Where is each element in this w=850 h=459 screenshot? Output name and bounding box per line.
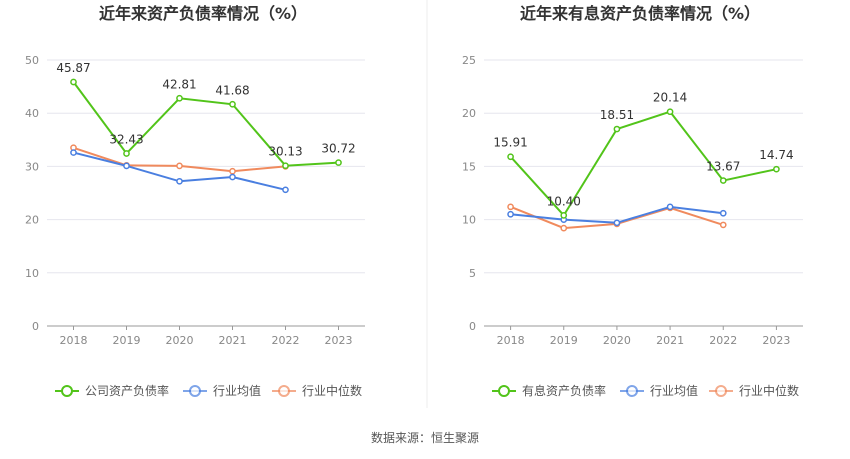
data-point: [719, 177, 727, 184]
x-tick-label: 2022: [709, 334, 737, 347]
data-label: 13.67: [706, 160, 740, 174]
data-point: [229, 173, 236, 181]
legend-label: 有息资产负债率: [522, 383, 606, 398]
x-tick-label: 2021: [656, 334, 684, 347]
data-label: 30.13: [268, 145, 302, 159]
data-label: 15.91: [493, 136, 527, 150]
x-tick-label: 2021: [219, 334, 247, 347]
y-tick-label: 20: [25, 214, 39, 227]
legend-label: 行业中位数: [739, 383, 799, 398]
data-label: 45.87: [56, 61, 90, 75]
y-tick-label: 10: [25, 267, 39, 280]
data-point: [176, 177, 183, 185]
chart-title: 近年来资产负债率情况（%）: [99, 4, 307, 23]
data-label: 14.74: [759, 148, 793, 162]
x-tick-label: 2019: [113, 334, 141, 347]
y-tick-label: 20: [462, 107, 476, 120]
x-tick-label: 2020: [603, 334, 631, 347]
data-point: [666, 108, 674, 116]
x-tick-label: 2022: [272, 334, 300, 347]
data-point: [507, 203, 514, 211]
data-point: [560, 211, 568, 219]
y-tick-label: 0: [469, 320, 476, 333]
data-label: 18.51: [600, 108, 634, 122]
data-point: [123, 162, 130, 170]
x-tick-label: 2018: [60, 334, 88, 347]
data-label: 20.14: [653, 91, 687, 105]
y-tick-label: 25: [462, 54, 476, 67]
y-tick-label: 30: [25, 160, 39, 173]
data-point: [335, 159, 342, 166]
data-point: [560, 224, 568, 232]
data-point: [613, 219, 621, 227]
data-label: 10.40: [547, 194, 581, 208]
chart-panel-interest-debt-ratio: 近年来有息资产负债率情况（%） 0 5 10 15 20 25 2018 2019 2020 202…: [462, 4, 803, 398]
data-point: [176, 162, 183, 170]
x-tick-label: 2018: [497, 334, 525, 347]
data-point: [282, 186, 289, 194]
data-label: 30.72: [321, 142, 355, 156]
data-point: [282, 162, 289, 170]
data-source-note: 数据来源：恒生聚源: [371, 430, 479, 445]
data-point: [613, 125, 621, 133]
x-tick-label: 2023: [325, 334, 353, 347]
data-label: 32.43: [109, 132, 143, 146]
data-point: [123, 150, 130, 157]
y-tick-label: 5: [469, 267, 476, 280]
legend-swatch-marker: [626, 385, 638, 397]
legend-label: 行业均值: [213, 383, 261, 398]
y-tick-label: 15: [462, 160, 476, 173]
data-point: [507, 210, 514, 218]
y-tick-label: 0: [32, 320, 39, 333]
legend-item[interactable]: 行业中位数: [272, 383, 362, 398]
data-label: 42.81: [162, 77, 196, 91]
series-line: [72, 81, 339, 167]
data-point: [507, 153, 514, 161]
x-tick-label: 2023: [762, 334, 790, 347]
data-point: [176, 94, 183, 102]
data-point: [719, 209, 727, 217]
data-label: 41.68: [215, 83, 249, 97]
legend-item[interactable]: 有息资产负债率: [492, 383, 606, 398]
legend-swatch-marker: [715, 385, 727, 397]
legend-item[interactable]: 行业均值: [620, 383, 698, 398]
legend-label: 公司资产负债率: [85, 383, 169, 398]
legend-item[interactable]: 行业中位数: [709, 383, 799, 398]
legend-swatch-marker: [498, 385, 510, 397]
chart-title: 近年来有息资产负债率情况（%）: [520, 4, 760, 23]
x-tick-label: 2019: [550, 334, 578, 347]
data-point: [666, 203, 674, 211]
series-line: [509, 110, 777, 218]
data-point: [70, 149, 77, 156]
legend-label: 行业均值: [650, 383, 698, 398]
data-point: [773, 165, 780, 173]
y-tick-label: 50: [25, 54, 39, 67]
x-tick-label: 2020: [166, 334, 194, 347]
y-tick-label: 10: [462, 214, 476, 227]
legend-item[interactable]: 行业均值: [183, 383, 261, 398]
legend-item[interactable]: 公司资产负债率: [55, 383, 169, 398]
data-point: [70, 78, 77, 86]
y-tick-label: 40: [25, 107, 39, 120]
data-point: [229, 100, 236, 108]
chart-panel-debt-ratio: 近年来资产负债率情况（%） 0 10 20 30 40 50 2018 2019 2020 2021…: [25, 4, 365, 398]
legend-swatch-marker: [61, 385, 73, 397]
data-point: [229, 167, 236, 175]
legend-swatch-marker: [189, 385, 201, 397]
legend-label: 行业中位数: [302, 383, 362, 398]
data-point: [719, 221, 727, 229]
legend-swatch-marker: [278, 385, 290, 397]
